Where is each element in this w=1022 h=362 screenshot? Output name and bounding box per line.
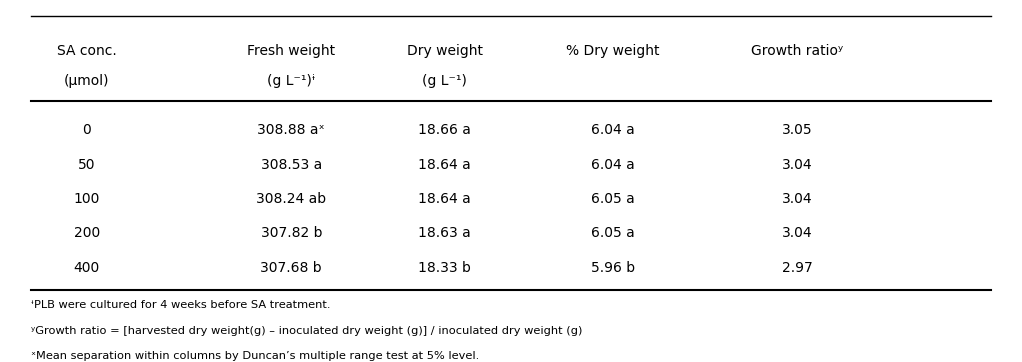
Text: % Dry weight: % Dry weight [566,44,660,58]
Text: ʸGrowth ratio = [harvested dry weight(g) – inoculated dry weight (g)] / inoculat: ʸGrowth ratio = [harvested dry weight(g)… [31,326,583,336]
Text: (g L⁻¹)ᶤ: (g L⁻¹)ᶤ [267,75,316,88]
Text: 308.24 ab: 308.24 ab [257,192,326,206]
Text: 18.64 a: 18.64 a [418,192,471,206]
Text: Dry weight: Dry weight [407,44,482,58]
Text: 0: 0 [83,123,91,137]
Text: 200: 200 [74,227,100,240]
Text: SA conc.: SA conc. [57,44,117,58]
Text: 6.04 a: 6.04 a [592,158,635,172]
Text: 6.04 a: 6.04 a [592,123,635,137]
Text: 18.63 a: 18.63 a [418,227,471,240]
Text: 6.05 a: 6.05 a [592,227,635,240]
Text: 5.96 b: 5.96 b [591,261,636,275]
Text: ˣMean separation within columns by Duncan’s multiple range test at 5% level.: ˣMean separation within columns by Dunca… [31,351,479,361]
Text: 6.05 a: 6.05 a [592,192,635,206]
Text: Growth ratioʸ: Growth ratioʸ [751,44,843,58]
Text: 18.33 b: 18.33 b [418,261,471,275]
Text: 400: 400 [74,261,100,275]
Text: 3.04: 3.04 [782,227,812,240]
Text: 100: 100 [74,192,100,206]
Text: 3.04: 3.04 [782,192,812,206]
Text: 50: 50 [78,158,96,172]
Text: ᶤPLB were cultured for 4 weeks before SA treatment.: ᶤPLB were cultured for 4 weeks before SA… [31,300,330,311]
Text: (g L⁻¹): (g L⁻¹) [422,75,467,88]
Text: 308.53 a: 308.53 a [261,158,322,172]
Text: (μmol): (μmol) [64,75,109,88]
Text: 18.66 a: 18.66 a [418,123,471,137]
Text: 307.82 b: 307.82 b [261,227,322,240]
Text: 18.64 a: 18.64 a [418,158,471,172]
Text: 3.05: 3.05 [782,123,812,137]
Text: 308.88 aˣ: 308.88 aˣ [258,123,325,137]
Text: 307.68 b: 307.68 b [261,261,322,275]
Text: Fresh weight: Fresh weight [247,44,335,58]
Text: 2.97: 2.97 [782,261,812,275]
Text: 3.04: 3.04 [782,158,812,172]
